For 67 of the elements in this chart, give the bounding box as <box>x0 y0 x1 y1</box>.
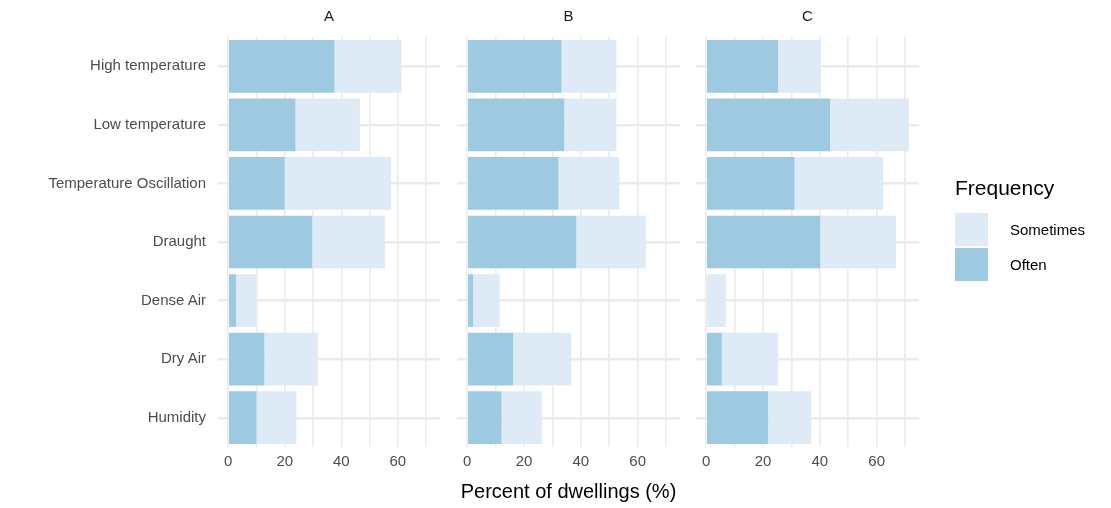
bar <box>707 39 779 93</box>
bar <box>468 332 514 386</box>
x-tick-label: 0 <box>702 452 711 470</box>
x-tick-label: 60 <box>629 452 647 470</box>
bar <box>707 274 726 327</box>
bar <box>228 98 296 152</box>
bar <box>468 274 474 327</box>
bar <box>312 215 386 269</box>
bar <box>228 274 237 327</box>
y-tick-label: Dense Air <box>140 290 206 308</box>
x-tick-label: 0 <box>224 452 233 470</box>
bar <box>236 274 257 327</box>
bar <box>707 332 722 386</box>
bar <box>468 215 577 269</box>
bar <box>228 157 285 210</box>
bar <box>228 332 265 386</box>
bar <box>707 157 795 210</box>
bar <box>561 39 617 93</box>
bar <box>295 98 360 152</box>
legend-title: Frequency <box>955 176 1056 200</box>
x-tick-label: 60 <box>389 452 407 470</box>
bar <box>284 157 392 210</box>
legend-label: Sometimes <box>1010 221 1086 238</box>
bar <box>576 215 646 269</box>
bar <box>468 98 565 152</box>
bar <box>473 274 500 327</box>
x-tick-label: 40 <box>572 452 590 470</box>
bar <box>830 98 909 152</box>
bar <box>501 391 542 445</box>
bar <box>468 391 502 445</box>
bar <box>820 215 896 269</box>
bar <box>334 39 402 93</box>
y-tick-label: Low temperature <box>93 115 206 132</box>
chart-title: A <box>323 7 335 25</box>
y-tick-label: High temperature <box>90 56 206 74</box>
bar <box>468 157 559 210</box>
bar <box>768 391 812 445</box>
bar <box>707 215 821 269</box>
x-tick-label: 20 <box>276 452 294 470</box>
y-tick-label: Draught <box>152 232 207 250</box>
bar <box>721 332 779 386</box>
bar <box>264 332 318 386</box>
bar <box>228 39 335 93</box>
chart-title: B <box>563 7 574 25</box>
x-tick-label: 0 <box>463 452 472 470</box>
x-tick-label: 20 <box>754 452 772 470</box>
y-tick-label: Dry Air <box>161 349 206 367</box>
bar <box>256 391 297 445</box>
x-tick-label: 20 <box>515 452 533 470</box>
x-tick-label: 40 <box>332 452 350 470</box>
x-tick-label: 60 <box>868 452 886 470</box>
x-axis-title: Percent of dwellings (%) <box>460 479 677 502</box>
legend-label: Often <box>1010 256 1047 273</box>
bar <box>513 332 572 386</box>
bar <box>564 98 617 152</box>
y-tick-label: Humidity <box>147 407 207 425</box>
bar <box>707 98 831 152</box>
bar <box>558 157 620 210</box>
bar <box>468 39 562 93</box>
bar <box>707 391 769 445</box>
x-tick-label: 40 <box>811 452 829 470</box>
bar <box>794 157 884 210</box>
bar <box>228 215 313 269</box>
y-tick-label: Temperature Oscillation <box>48 173 206 191</box>
bar <box>228 391 257 445</box>
chart-title: C <box>802 7 814 25</box>
bar <box>778 39 821 93</box>
